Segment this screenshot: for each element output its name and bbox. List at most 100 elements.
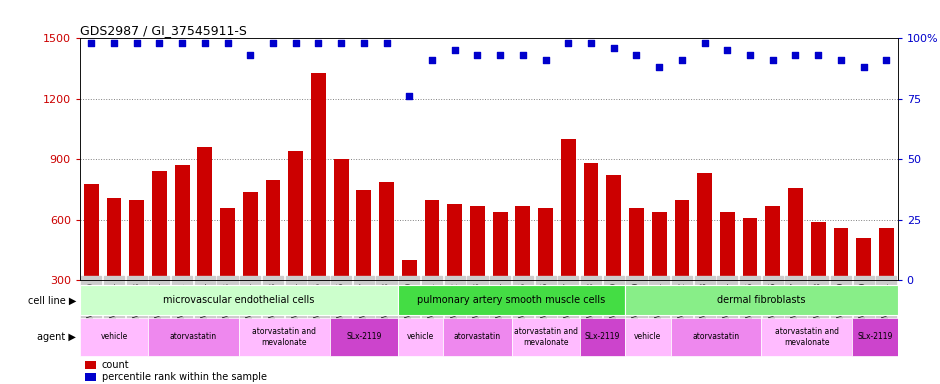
Point xyxy=(651,65,666,71)
Point xyxy=(243,52,258,58)
Bar xyxy=(85,361,96,369)
Point xyxy=(220,40,235,46)
Bar xyxy=(80,285,398,316)
Bar xyxy=(220,208,235,341)
Text: agent ▶: agent ▶ xyxy=(37,332,76,342)
Text: vehicle: vehicle xyxy=(634,333,662,341)
Point xyxy=(538,57,553,63)
Bar xyxy=(584,164,599,341)
Bar xyxy=(811,222,825,341)
Text: atorvastatin and
mevalonate: atorvastatin and mevalonate xyxy=(252,327,317,347)
Point xyxy=(265,40,280,46)
Bar xyxy=(425,200,439,341)
Bar xyxy=(398,285,625,316)
Bar xyxy=(606,175,621,341)
Text: microvascular endothelial cells: microvascular endothelial cells xyxy=(164,295,315,306)
Point xyxy=(629,52,644,58)
Point xyxy=(334,40,349,46)
Point xyxy=(697,40,713,46)
Point xyxy=(470,52,485,58)
Bar xyxy=(580,318,625,356)
Bar xyxy=(84,184,99,341)
Text: atorvastatin: atorvastatin xyxy=(693,333,740,341)
Bar xyxy=(834,228,848,341)
Point xyxy=(720,47,735,53)
Bar xyxy=(675,200,689,341)
Text: vehicle: vehicle xyxy=(407,333,434,341)
Bar xyxy=(289,151,303,341)
Bar xyxy=(149,318,239,356)
Bar xyxy=(493,212,508,341)
Text: cell line ▶: cell line ▶ xyxy=(27,295,76,306)
Bar xyxy=(398,318,444,356)
Bar xyxy=(447,204,462,341)
Bar xyxy=(788,188,803,341)
Bar xyxy=(243,192,258,341)
Bar xyxy=(130,200,144,341)
Text: SLx-2119: SLx-2119 xyxy=(857,333,893,341)
Bar xyxy=(85,373,96,381)
Bar xyxy=(330,318,398,356)
Bar xyxy=(761,318,853,356)
Point xyxy=(289,40,304,46)
Point xyxy=(879,57,894,63)
Text: percentile rank within the sample: percentile rank within the sample xyxy=(102,372,267,382)
Point xyxy=(584,40,599,46)
Point xyxy=(152,40,167,46)
Text: count: count xyxy=(102,360,129,370)
Bar xyxy=(561,139,575,341)
Bar xyxy=(80,318,149,356)
Bar xyxy=(853,318,898,356)
Point xyxy=(834,57,849,63)
Text: atorvastatin: atorvastatin xyxy=(170,333,217,341)
Bar xyxy=(670,318,761,356)
Bar xyxy=(470,206,485,341)
Bar xyxy=(311,73,326,341)
Bar xyxy=(629,208,644,341)
Bar xyxy=(720,212,735,341)
Bar xyxy=(334,159,349,341)
Bar xyxy=(356,190,371,341)
Point xyxy=(515,52,530,58)
Bar xyxy=(266,180,280,341)
Text: atorvastatin and
mevalonate: atorvastatin and mevalonate xyxy=(513,327,577,347)
Point xyxy=(743,52,758,58)
Bar xyxy=(239,318,330,356)
Text: GDS2987 / GI_37545911-S: GDS2987 / GI_37545911-S xyxy=(80,24,247,37)
Point xyxy=(493,52,508,58)
Point xyxy=(561,40,576,46)
Bar xyxy=(106,198,121,341)
Bar xyxy=(743,218,758,341)
Point xyxy=(379,40,394,46)
Text: atorvastatin and
mevalonate: atorvastatin and mevalonate xyxy=(775,327,838,347)
Point xyxy=(856,65,871,71)
Bar xyxy=(539,208,553,341)
Bar xyxy=(765,206,780,341)
Point xyxy=(311,40,326,46)
Bar xyxy=(651,212,666,341)
Bar xyxy=(515,206,530,341)
Bar xyxy=(444,318,511,356)
Bar xyxy=(697,174,712,341)
Point xyxy=(765,57,780,63)
Point xyxy=(356,40,371,46)
Point xyxy=(810,52,825,58)
Point xyxy=(425,57,440,63)
Text: SLx-2119: SLx-2119 xyxy=(346,333,382,341)
Point xyxy=(175,40,190,46)
Point xyxy=(84,40,99,46)
Point xyxy=(447,47,462,53)
Bar xyxy=(379,182,394,341)
Point xyxy=(401,93,416,99)
Bar xyxy=(402,260,416,341)
Point xyxy=(197,40,212,46)
Text: vehicle: vehicle xyxy=(101,333,128,341)
Bar xyxy=(511,318,580,356)
Text: SLx-2119: SLx-2119 xyxy=(585,333,620,341)
Point xyxy=(606,45,621,51)
Point xyxy=(106,40,121,46)
Bar xyxy=(879,228,894,341)
Text: dermal fibroblasts: dermal fibroblasts xyxy=(717,295,806,306)
Point xyxy=(674,57,689,63)
Text: atorvastatin: atorvastatin xyxy=(454,333,501,341)
